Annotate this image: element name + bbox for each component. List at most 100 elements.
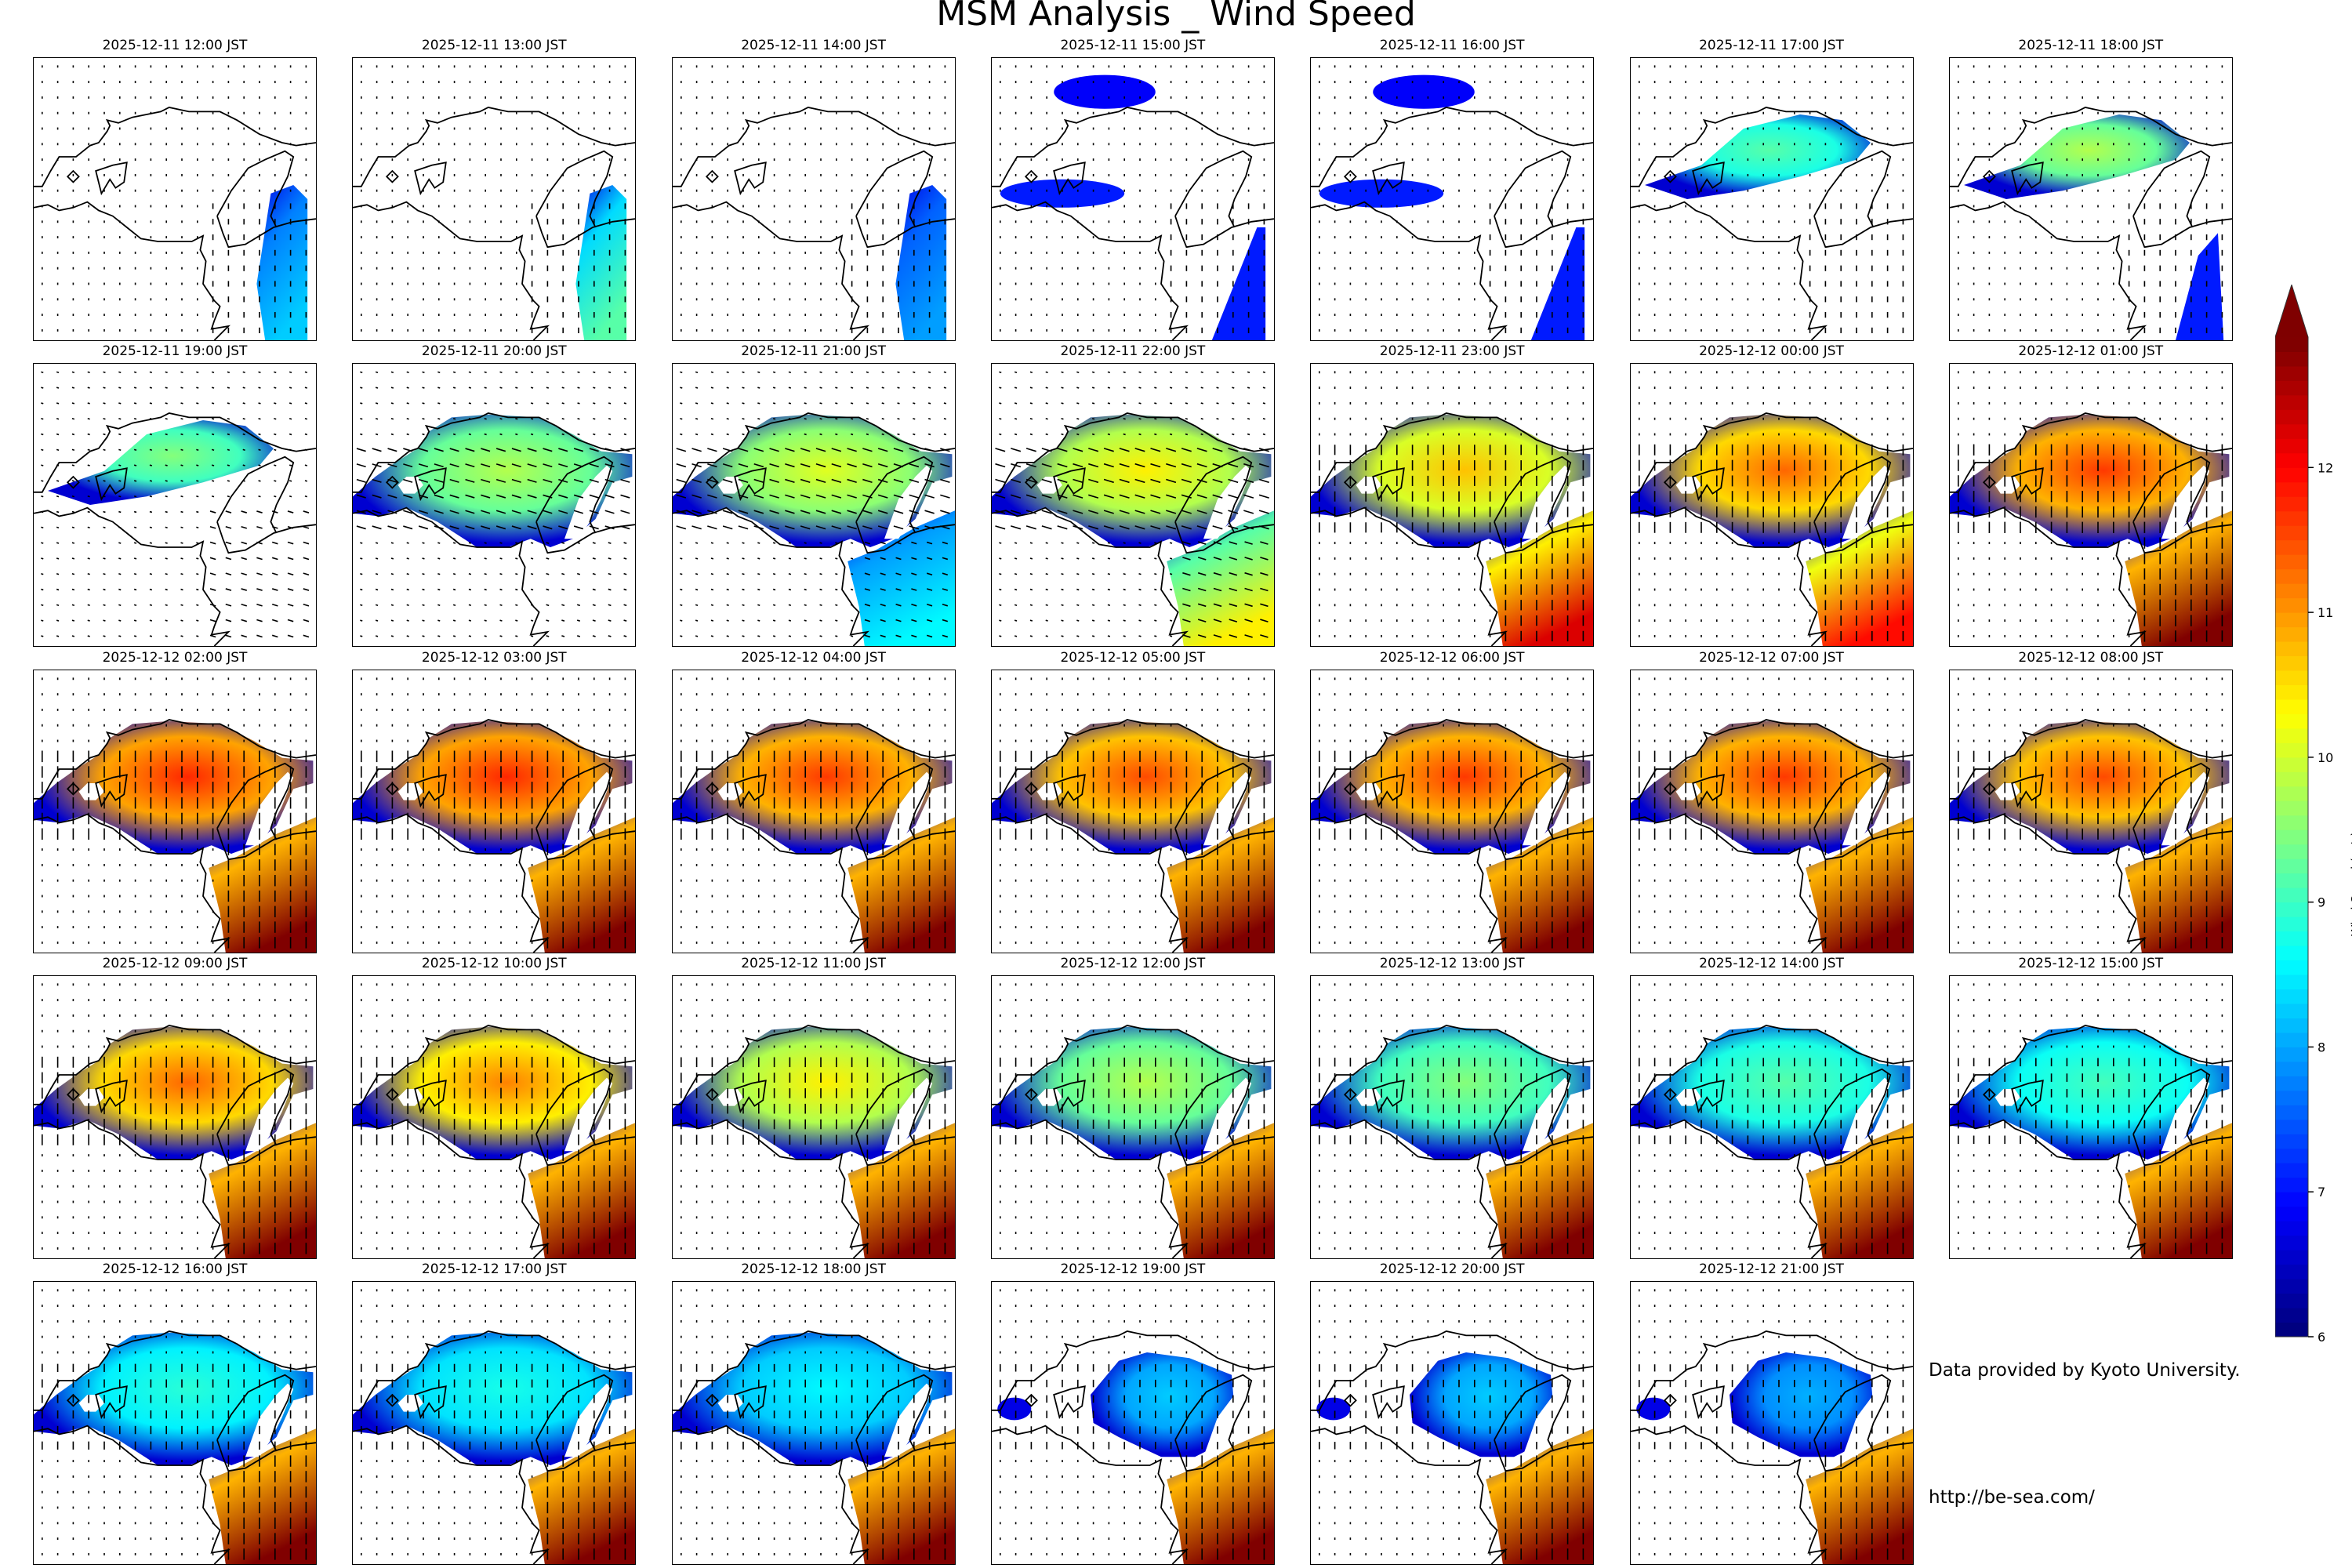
map-panel: 2025-12-11 23:00 JST: [1310, 343, 1595, 648]
coastline: [414, 773, 448, 808]
coastline: [1053, 162, 1086, 196]
wind-field: [1805, 510, 1913, 647]
map-panel: 2025-12-11 16:00 JST: [1310, 38, 1595, 341]
colorbar-segment: [2275, 612, 2308, 628]
credit-url[interactable]: http://be-sea.com/: [1929, 1487, 2095, 1508]
colorbar-segment: [2275, 1293, 2308, 1308]
coastline: [1691, 1079, 1725, 1114]
wind-map: [352, 57, 637, 341]
coastline: [1174, 1068, 1253, 1146]
colorbar-segment: [2275, 510, 2308, 526]
wind-field: [1054, 74, 1156, 109]
wind-vectors: [999, 65, 1265, 333]
wind-map: [1948, 975, 2233, 1259]
colorbar-segment: [2275, 467, 2308, 483]
wind-field: [1486, 1428, 1594, 1565]
coastline: [1311, 718, 1594, 800]
wind-field: [1311, 415, 1591, 548]
coastline: [353, 1024, 636, 1105]
coastline: [1813, 456, 1891, 534]
coastline: [34, 1425, 231, 1565]
colorbar-segment: [2275, 655, 2308, 671]
coastline: [353, 412, 636, 493]
coastline: [1982, 1087, 1996, 1102]
wind-field: [1949, 415, 2230, 548]
coastline: [1053, 1385, 1086, 1420]
wind-field: [1949, 1026, 2230, 1160]
coastline: [66, 169, 80, 183]
coastline: [1630, 412, 1913, 493]
coastline: [34, 718, 316, 800]
coastline: [95, 467, 128, 502]
coastline: [1630, 813, 1828, 953]
wind-vectors: [680, 1289, 946, 1560]
wind-field: [34, 1332, 314, 1466]
colorbar-tick-label: 7: [2318, 1185, 2325, 1200]
panel-title: 2025-12-12 10:00 JST: [421, 955, 567, 971]
wind-field: [209, 1123, 316, 1258]
coastline: [672, 506, 869, 647]
panel-title: 2025-12-12 21:00 JST: [1699, 1261, 1844, 1278]
coastline: [1982, 782, 1996, 796]
wind-map: [1629, 975, 1914, 1259]
coastline: [1494, 762, 1572, 840]
panel-title: 2025-12-12 19:00 JST: [1060, 1261, 1206, 1278]
wind-map: [1948, 57, 2233, 341]
coastline: [1344, 169, 1358, 183]
colorbar-segment: [2275, 539, 2308, 555]
coastline: [216, 1068, 295, 1146]
colorbar-segment: [2275, 800, 2308, 816]
wind-field: [34, 720, 314, 854]
wind-field: [353, 1026, 633, 1160]
map-panel: 2025-12-12 05:00 JST: [990, 650, 1275, 953]
wind-field: [1644, 114, 1871, 199]
panel-title: 2025-12-12 06:00 JST: [1379, 649, 1525, 666]
coastline: [535, 521, 636, 554]
coastline: [1174, 150, 1253, 228]
coastline: [414, 1079, 448, 1114]
wind-map: [671, 363, 956, 648]
coastline: [1663, 476, 1677, 489]
coastline: [1949, 506, 2147, 647]
map-panel: 2025-12-12 19:00 JST: [990, 1261, 1275, 1566]
wind-field: [1167, 816, 1274, 953]
coastline: [2010, 467, 2044, 502]
wind-vectors: [1319, 983, 1584, 1254]
coastline: [1813, 216, 1913, 249]
wind-vectors: [680, 677, 946, 949]
wind-field: [353, 1332, 633, 1466]
colorbar-segment: [2275, 1076, 2308, 1091]
map-panel: 2025-12-12 13:00 JST: [1310, 956, 1595, 1259]
coastline: [1372, 162, 1406, 196]
coastline: [1024, 1393, 1038, 1407]
map-panel: 2025-12-12 06:00 JST: [1310, 650, 1595, 953]
wind-map: [990, 669, 1275, 953]
map-panel: 2025-12-11 22:00 JST: [990, 343, 1275, 648]
wind-field: [2124, 510, 2232, 647]
wind-field: [1805, 1123, 1913, 1258]
map-panel: 2025-12-12 12:00 JST: [990, 956, 1275, 1259]
wind-field: [1167, 510, 1274, 647]
panel-title: 2025-12-11 20:00 JST: [421, 343, 567, 360]
coastline: [705, 782, 719, 796]
wind-vectors: [1638, 1289, 1904, 1560]
coastline: [535, 456, 614, 534]
wind-field: [209, 816, 316, 953]
wind-map: [352, 669, 637, 953]
wind-vectors: [41, 1289, 307, 1560]
wind-map: [33, 1281, 317, 1566]
coastline: [855, 762, 933, 840]
coastline: [95, 773, 128, 808]
colorbar-segment: [2275, 1192, 2308, 1207]
wind-field: [1630, 415, 1910, 548]
colorbar-segment: [2275, 423, 2308, 439]
coastline: [353, 1425, 550, 1565]
coastline: [733, 467, 767, 502]
colorbar-segment: [2275, 525, 2308, 541]
wind-field: [1319, 179, 1444, 208]
wind-vectors: [1638, 371, 1904, 642]
coastline: [705, 1087, 719, 1102]
coastline: [1813, 1068, 1891, 1146]
map-panel: 2025-12-12 16:00 JST: [33, 1261, 317, 1566]
coastline: [216, 150, 295, 228]
